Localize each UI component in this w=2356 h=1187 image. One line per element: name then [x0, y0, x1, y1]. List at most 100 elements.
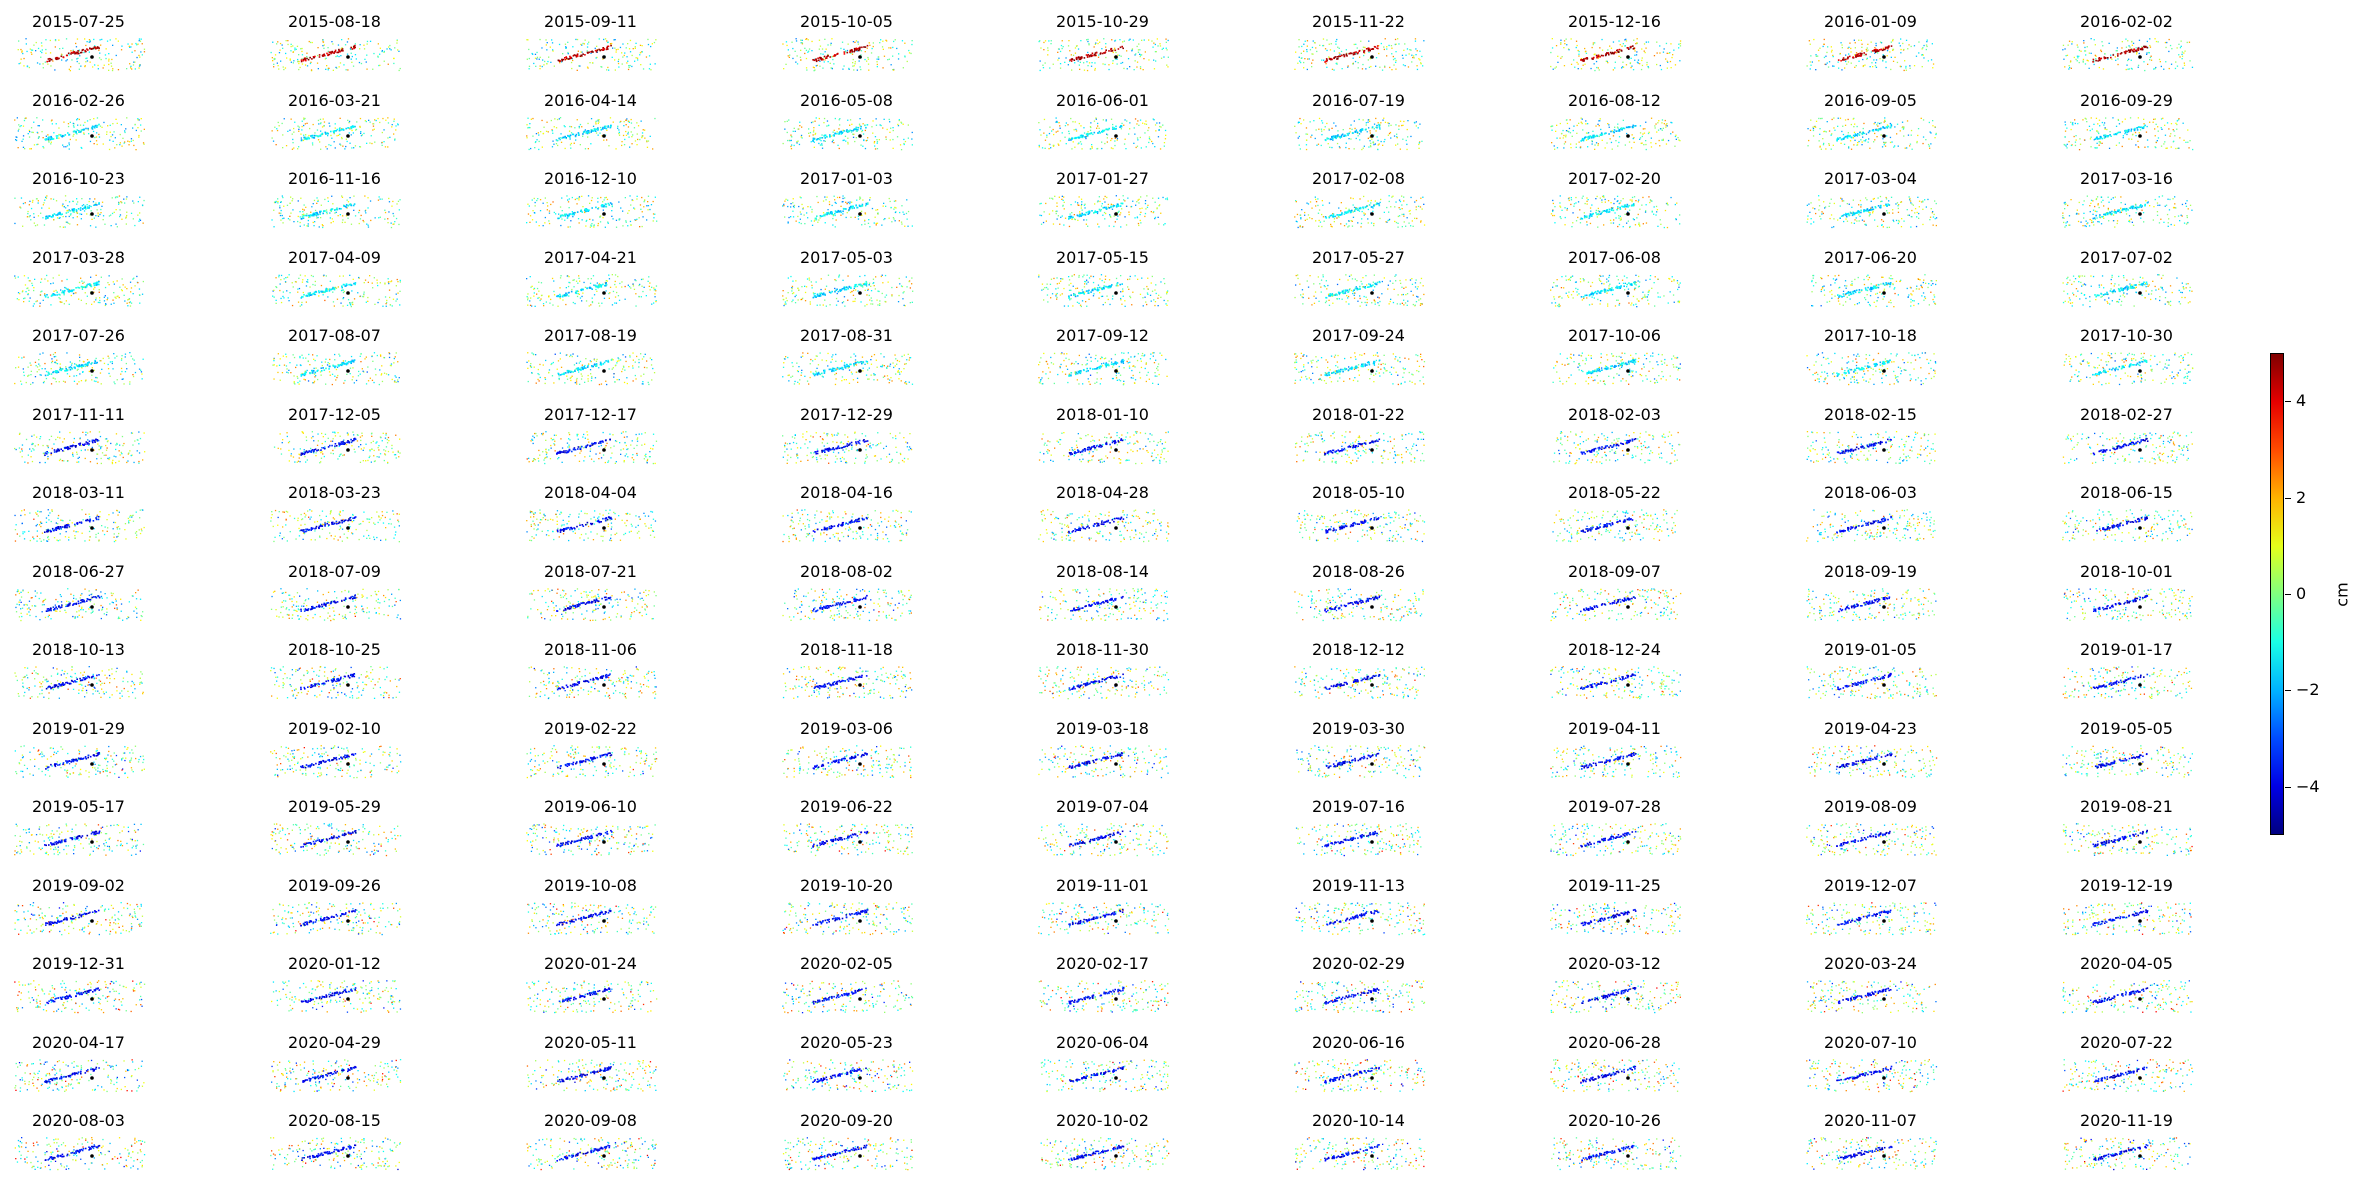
- scatter-point: [566, 57, 568, 60]
- scatter-point: [1663, 122, 1665, 124]
- scatter-point: [615, 147, 617, 149]
- scatter-point: [1136, 122, 1138, 125]
- scatter-point: [277, 202, 279, 204]
- scatter-point: [2124, 52, 2127, 55]
- scatter-point: [2125, 50, 2127, 53]
- scatter-point: [1082, 134, 1084, 136]
- scatter-point: [1611, 51, 1614, 54]
- scatter-point: [61, 213, 63, 215]
- scatter-point: [2103, 57, 2106, 60]
- scatter-point: [827, 53, 829, 56]
- scatter-point: [1127, 58, 1130, 60]
- scatter-point: [336, 51, 338, 54]
- scatter-point: [1850, 123, 1852, 125]
- scatter-point: [643, 199, 646, 202]
- scatter-point: [800, 59, 802, 61]
- scatter-point: [1894, 56, 1896, 58]
- scatter-point: [587, 129, 590, 132]
- scatter-point: [126, 196, 128, 198]
- scatter-point: [89, 47, 91, 49]
- scatter-point: [840, 132, 843, 135]
- scatter-point: [2141, 48, 2144, 51]
- scatter-point: [1360, 40, 1362, 42]
- scatter-point: [1303, 43, 1305, 45]
- scatter-point: [2165, 61, 2167, 63]
- scatter-point: [898, 118, 900, 120]
- scatter-point: [2187, 128, 2189, 131]
- scatter-point: [826, 196, 828, 198]
- scatter-point: [2178, 54, 2180, 56]
- scatter-point: [889, 131, 891, 133]
- scatter-point: [124, 140, 126, 143]
- scatter-point: [332, 130, 335, 132]
- scatter-point: [315, 214, 317, 216]
- scatter-point: [309, 56, 311, 59]
- scatter-point: [49, 138, 51, 140]
- scatter-point: [393, 215, 395, 217]
- scatter-point: [576, 118, 578, 120]
- scatter-point: [564, 213, 566, 216]
- scatter-point: [1348, 147, 1350, 149]
- scatter-point: [285, 40, 287, 42]
- scatter-point: [1329, 146, 1331, 148]
- scatter-point: [325, 68, 327, 70]
- scatter-point: [896, 135, 899, 137]
- scatter-point: [359, 145, 361, 147]
- scatter-point: [636, 218, 638, 220]
- scatter-point: [1902, 128, 1905, 130]
- scatter-point: [580, 51, 582, 53]
- scatter-point: [1328, 58, 1331, 60]
- scatter-point: [1099, 41, 1101, 43]
- scatter-point: [1841, 44, 1843, 46]
- scatter-point: [86, 57, 88, 59]
- scatter-point: [1905, 69, 1907, 71]
- scatter-point: [1592, 43, 1594, 46]
- scatter-point: [1618, 128, 1621, 130]
- scatter-point: [1858, 55, 1860, 57]
- scatter-point: [1384, 138, 1386, 140]
- scatter-point: [584, 208, 587, 210]
- scatter-point: [1299, 147, 1301, 150]
- scatter-point: [348, 126, 350, 129]
- scatter-point: [360, 62, 363, 65]
- scatter-point: [2128, 137, 2130, 140]
- scatter-point: [96, 116, 99, 119]
- scatter-point: [641, 51, 643, 53]
- scatter-point: [1566, 118, 1568, 120]
- scatter-point: [1111, 50, 1114, 52]
- scatter-point: [570, 220, 572, 222]
- scatter-point: [1161, 48, 1163, 50]
- scatter-point: [28, 129, 30, 131]
- scatter-point: [390, 49, 392, 51]
- scatter-point: [51, 122, 53, 124]
- scatter-point: [790, 147, 793, 149]
- scatter-point: [1379, 66, 1381, 68]
- scatter-point: [557, 217, 559, 220]
- scatter-point: [1865, 138, 1867, 140]
- scatter-point: [85, 44, 87, 47]
- scatter-point: [314, 55, 316, 58]
- scatter-point: [1841, 130, 1843, 132]
- scatter-point: [379, 216, 381, 218]
- scatter-point: [1899, 65, 1901, 67]
- scatter-point: [599, 221, 602, 223]
- panel-date-title: 2015-08-18: [288, 12, 381, 31]
- scatter-point: [1875, 50, 1877, 52]
- scatter-point: [1102, 63, 1104, 65]
- scatter-point: [607, 124, 610, 127]
- scatter-point: [1820, 148, 1822, 150]
- scatter-point: [1612, 69, 1614, 71]
- scatter-point: [1072, 54, 1075, 56]
- scatter-point: [1043, 49, 1045, 51]
- scatter-point: [617, 60, 619, 63]
- scatter-point: [1631, 126, 1634, 128]
- scatter-point: [1670, 43, 1672, 45]
- scatter-point: [2098, 140, 2100, 142]
- scatter-point: [298, 62, 300, 65]
- scatter-point: [1855, 65, 1857, 67]
- scatter-point: [52, 137, 55, 140]
- scatter-point: [809, 131, 812, 133]
- scatter-point: [344, 221, 346, 223]
- scatter-point: [2078, 61, 2080, 64]
- scatter-point: [856, 130, 858, 132]
